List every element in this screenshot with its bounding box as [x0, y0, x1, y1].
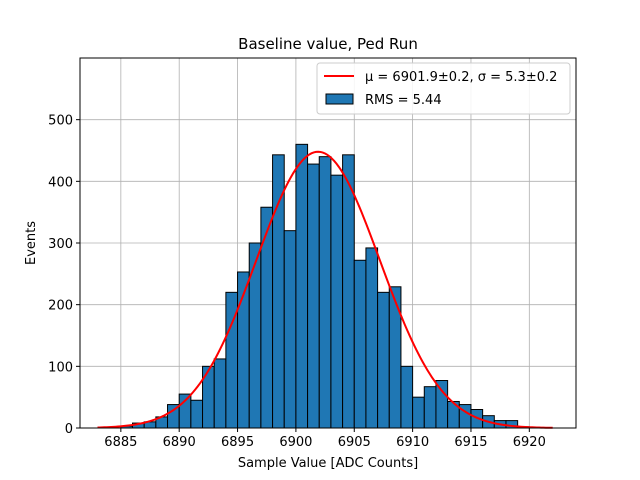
y-tick-label: 100: [48, 360, 73, 375]
x-tick-label: 6910: [396, 435, 429, 450]
histogram-bar: [248, 242, 262, 429]
histogram-bar: [190, 399, 204, 429]
y-tick-label: 200: [48, 299, 73, 314]
histogram-bar: [295, 143, 309, 429]
legend: μ = 6901.9±0.2, σ = 5.3±0.2 RMS = 5.44: [316, 62, 571, 115]
y-tick-label: 400: [48, 175, 73, 190]
legend-hist-swatch: [325, 93, 354, 105]
y-axis-label: Events: [24, 221, 39, 265]
histogram-bar: [330, 174, 344, 429]
histogram-bar: [307, 163, 320, 429]
x-axis-label: Sample Value [ADC Counts]: [238, 456, 418, 471]
x-tick-label: 6895: [221, 435, 254, 450]
histogram-bar: [342, 154, 355, 429]
x-tick-label: 6890: [163, 435, 196, 450]
fit-curve-group: [97, 150, 553, 429]
histogram-bar: [353, 259, 367, 429]
x-tick-label: 6920: [513, 435, 546, 450]
legend-box: [316, 62, 571, 115]
histogram-bars: [120, 143, 530, 429]
histogram-bar: [377, 291, 390, 429]
histogram-bar: [178, 393, 192, 429]
gaussian-fit-line: [97, 150, 553, 429]
histogram-bar: [365, 247, 379, 429]
histogram-bar: [400, 365, 414, 429]
histogram-bar: [412, 396, 425, 429]
histogram-bar: [213, 358, 227, 429]
x-axis-ticks: 6885 6890 6895 6900 6905 6910 6915 6920: [104, 428, 546, 450]
x-tick-label: 6905: [338, 435, 371, 450]
x-tick-label: 6915: [454, 435, 487, 450]
histogram-bar: [388, 286, 402, 429]
y-tick-label: 300: [48, 237, 73, 252]
y-axis-ticks: 0 100 200 300 400 500: [48, 114, 80, 437]
chart-title: Baseline value, Ped Run: [238, 35, 418, 53]
histogram-bar: [283, 230, 297, 429]
x-tick-label: 6900: [279, 435, 312, 450]
y-tick-label: 500: [48, 114, 73, 129]
x-tick-label: 6885: [104, 435, 137, 450]
legend-fit-label: μ = 6901.9±0.2, σ = 5.3±0.2: [365, 70, 557, 85]
histogram-bar: [435, 380, 449, 429]
legend-hist-label: RMS = 5.44: [365, 93, 442, 108]
histogram-bar: [318, 156, 332, 429]
y-tick-label: 0: [65, 422, 73, 437]
histogram-bar: [423, 386, 437, 429]
